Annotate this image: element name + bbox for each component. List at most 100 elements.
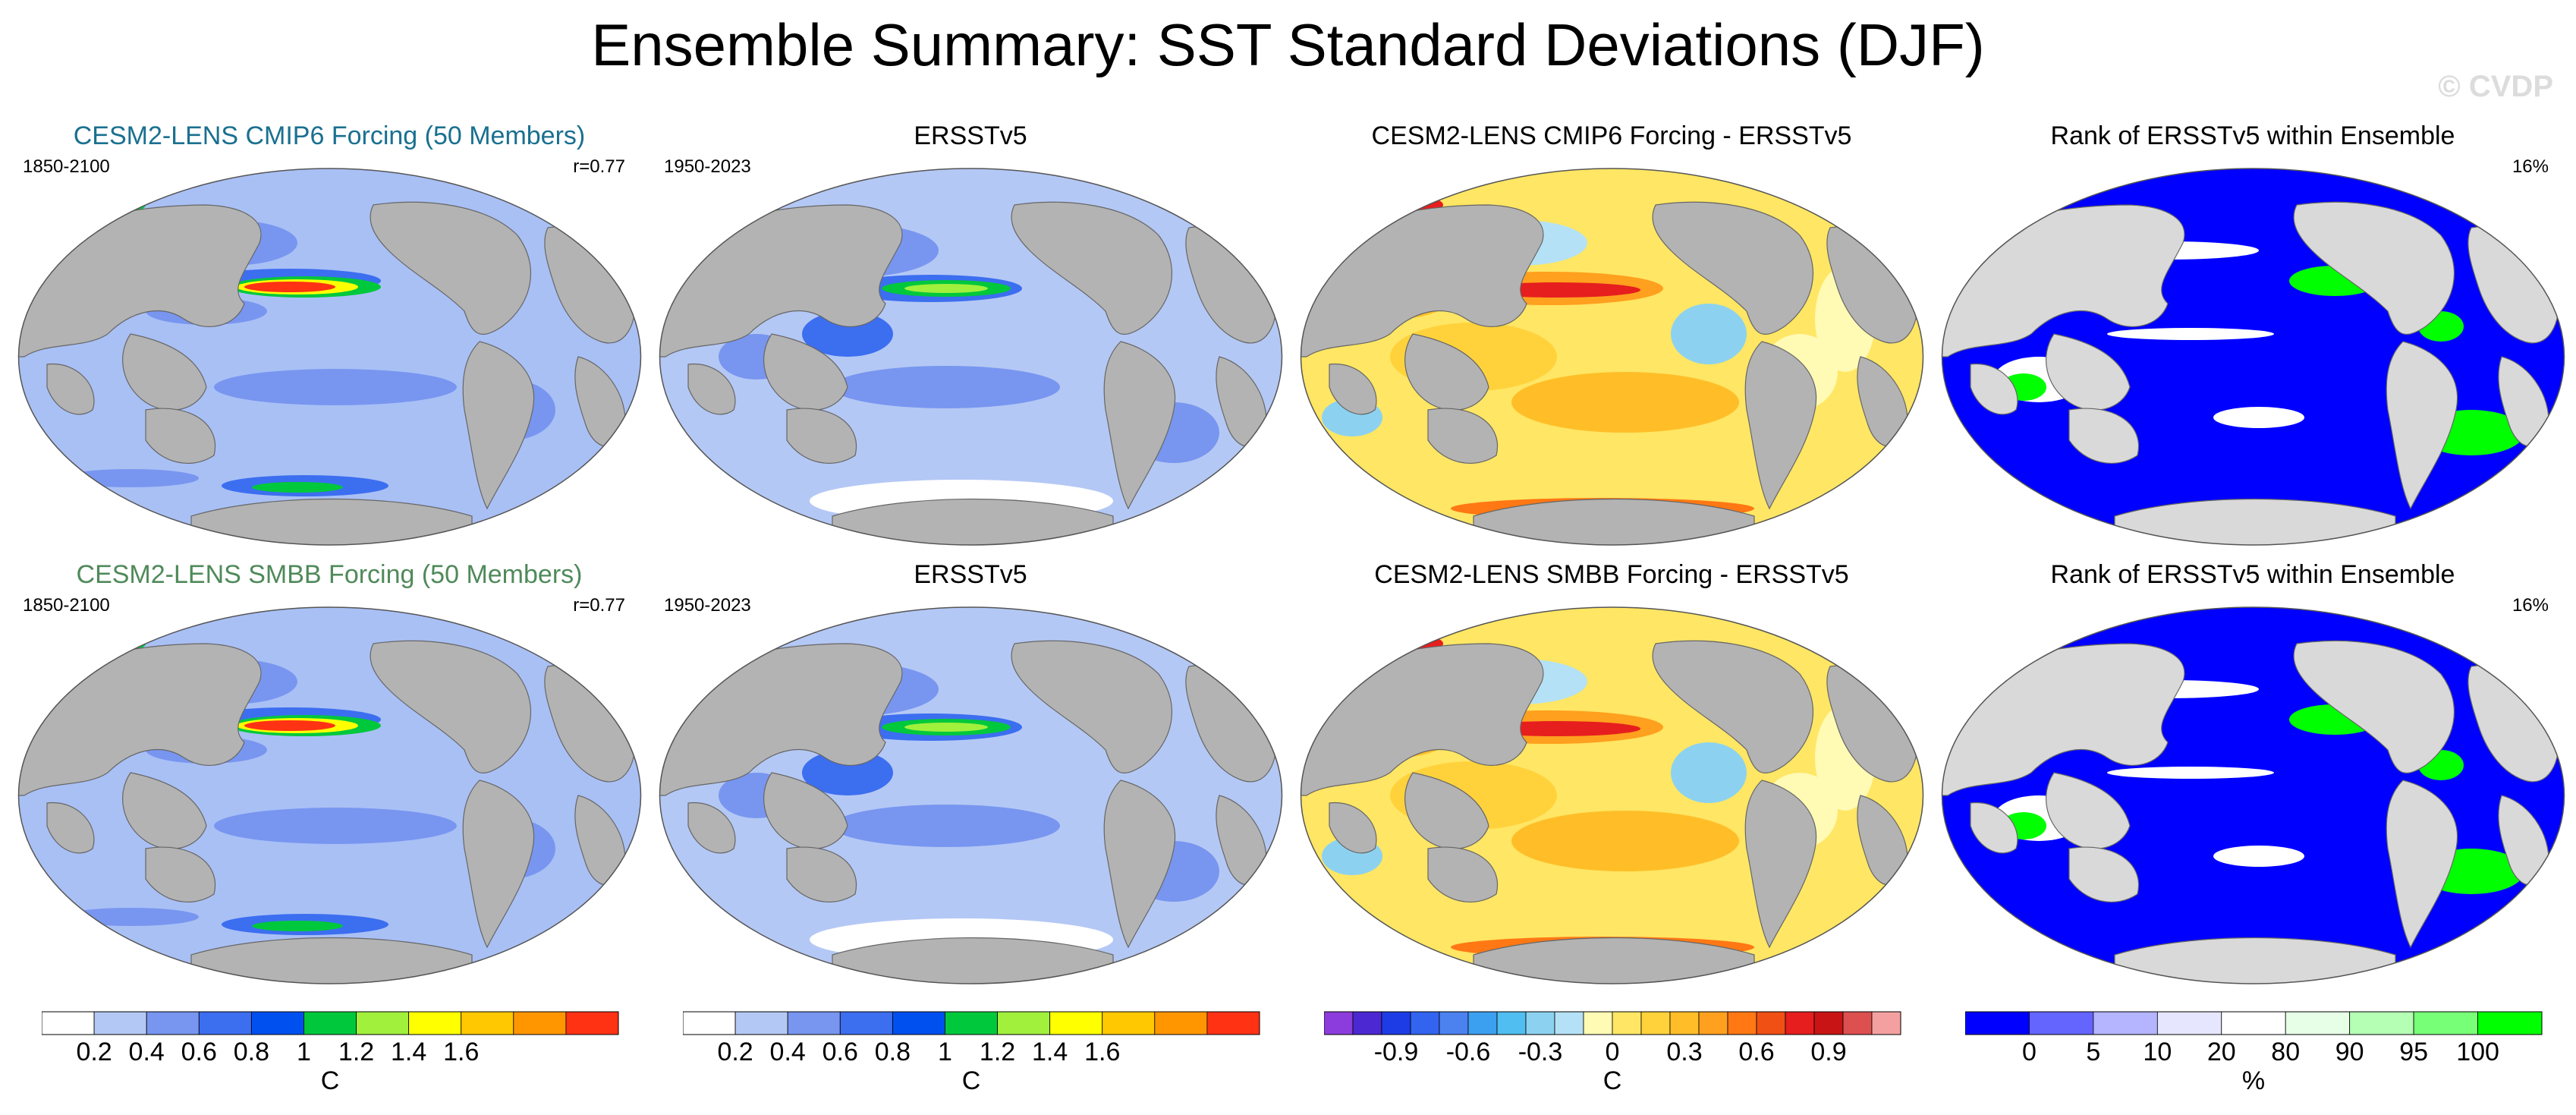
colorbar-sd-model: 0.2 0.4 0.6 0.8 1 1.2 1.4 1.6 C [42,1006,634,1112]
land-mass [2386,341,2458,510]
colorbar-tick-label: 1.4 [1032,1038,1068,1066]
land-mass [122,772,207,849]
colorbar-swatch [1756,1011,1786,1035]
panel-title: CESM2-LENS CMIP6 Forcing (50 Members) [73,121,586,150]
colorbar-swatch [93,1011,147,1035]
colorbar-swatch [1410,1011,1440,1035]
colorbar-tick-label: 10 [2143,1038,2172,1066]
panel-period: 1950-2023 [664,156,751,177]
panel-period: 1850-2100 [23,156,110,177]
colorbar-tick-label: 0.8 [234,1038,269,1066]
colorbar-swatch [2093,1011,2158,1035]
field-contour [252,921,343,931]
land-mass [1427,408,1499,464]
land-mass [832,937,1114,984]
field-contour [244,282,335,292]
colorbar-swatch [1583,1011,1613,1035]
land-mass [2114,498,2396,545]
colorbar-tick-label: 0.9 [1810,1038,1846,1066]
land-mass [832,498,1114,545]
colorbar-frame [683,1011,1260,1035]
colorbar-tick-label: 1 [297,1038,311,1066]
colorbar-tick-label: 1 [938,1038,952,1066]
colorbar-swatch [42,1011,95,1035]
colorbar-tick-label: -0.3 [1518,1038,1563,1066]
panel-title: CESM2-LENS SMBB Forcing (50 Members) [76,560,583,589]
land-mass [1011,201,1173,335]
field-contour [214,808,457,844]
colorbar-swatch [2349,1011,2414,1035]
colorbar-swatch [1496,1011,1527,1035]
colorbar-swatch [2221,1011,2286,1035]
land-mass [687,802,736,854]
colorbar-swatch [1698,1011,1728,1035]
map-sd-obs [659,606,1283,984]
colorbar-swatch [2156,1011,2222,1035]
colorbar-swatch [2029,1011,2094,1035]
panel-title: CESM2-LENS CMIP6 Forcing - ERSSTv5 [1371,121,1852,150]
land-mass [122,333,207,411]
colorbar-tick-label: 1.6 [1084,1038,1120,1066]
colorbar-difference: -0.9 -0.6 -0.3 0 0.3 0.6 0.9 C [1324,1006,1916,1112]
land-mass [1329,802,1377,854]
field-contour [1671,304,1747,364]
colorbar-tick-label: 0.4 [770,1038,806,1066]
colorbar-swatch [1206,1011,1260,1035]
land-mass [1652,201,1814,335]
land-mass [2386,780,2458,949]
panel-stat: r=0.77 [573,156,625,177]
colorbar-tick-label: 1.2 [338,1038,374,1066]
panel-stat: r=0.77 [573,595,625,616]
colorbar-tick-label: 5 [2086,1038,2100,1066]
map-panel: ERSSTv5 1950-2023 [649,560,1292,1000]
panel-stat: 16% [2512,156,2549,177]
field-contour [1511,811,1739,871]
map-panel: CESM2-LENS SMBB Forcing - ERSSTv5 [1290,560,1933,1000]
map-field [18,607,641,984]
field-contour [802,311,893,357]
map-field [18,169,641,545]
colorbar-swatch [1965,1011,2030,1035]
colorbar-sd-obs: 0.2 0.4 0.6 0.8 1 1.2 1.4 1.6 C [683,1006,1275,1112]
colorbar-swatch [734,1011,788,1035]
colorbar-tick-label: 0 [1606,1038,1620,1066]
field-contour [2107,328,2274,340]
map-panel: Rank of ERSSTv5 within Ensemble 16% [1931,121,2574,562]
map-diff [1300,168,1924,546]
colorbar-swatch [461,1011,514,1035]
map-rank [1941,606,2565,984]
land-mass [2293,640,2455,773]
map-field [659,169,1282,545]
ocean-field [1942,169,2565,545]
page-title: Ensemble Summary: SST Standard Deviation… [591,11,1985,78]
field-contour [2213,407,2304,428]
map-rank [1941,168,2565,546]
map-panel: CESM2-LENS SMBB Forcing (50 Members) 1850… [8,560,651,1000]
colorbar-tick-label: 1.4 [391,1038,426,1066]
land-mass [1404,333,1489,411]
land-mass [1473,498,1755,545]
colorbar-tick-label: 100 [2456,1038,2499,1066]
colorbar-tick-label: 0.2 [76,1038,112,1066]
colorbar-unit: C [961,1066,981,1095]
colorbar-tick-label: 0.8 [875,1038,911,1066]
land-mass [462,780,535,949]
colorbar-tick-label: -0.6 [1446,1038,1491,1066]
colorbar-swatch [2413,1011,2478,1035]
colorbar-swatch [683,1011,736,1035]
colorbar-rank: 0 5 10 20 80 90 95 100 % [1965,1006,2557,1112]
map-field [1301,169,1923,545]
colorbar-swatch [2285,1011,2351,1035]
land-mass [2068,408,2140,464]
cvdp-watermark: © CVDP [2438,70,2553,103]
map-border [1300,606,1924,984]
land-mass [1473,937,1755,984]
land-mass [763,772,848,849]
colorbar-unit: C [320,1066,340,1095]
colorbar-swatch [1727,1011,1757,1035]
colorbar-svg: -0.9 -0.6 -0.3 0 0.3 0.6 0.9 [1324,1011,1901,1066]
colorbar-swatch [304,1011,357,1035]
field-contour [2107,767,2274,779]
land-mass [370,201,532,335]
colorbar-frame [42,1011,619,1035]
